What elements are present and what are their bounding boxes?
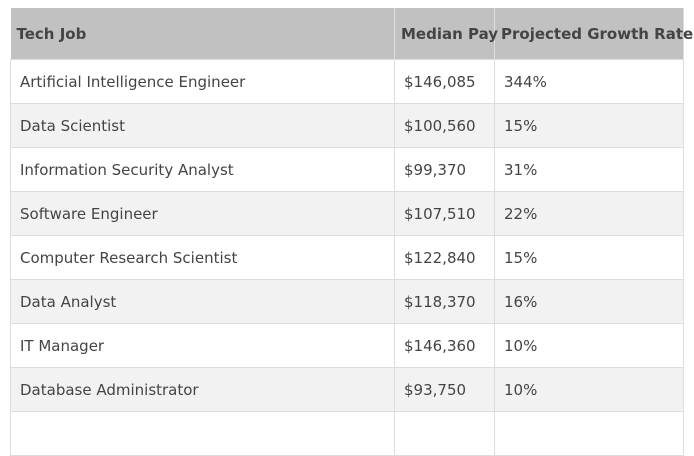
job-cell: Information Security Analyst: [10, 147, 395, 192]
pay-cell: $99,370: [394, 147, 495, 192]
table-row: Computer Research Scientist $122,840 15%: [10, 235, 684, 280]
table-row: [10, 411, 684, 456]
empty-cell: [494, 411, 684, 456]
table-row: Software Engineer $107,510 22%: [10, 191, 684, 236]
growth-cell: 16%: [494, 279, 684, 324]
growth-cell: 10%: [494, 323, 684, 368]
pay-cell: $93,750: [394, 367, 495, 412]
pay-cell: $146,085: [394, 59, 495, 104]
table-row: Artificial Intelligence Engineer $146,085…: [10, 59, 684, 104]
growth-cell: 22%: [494, 191, 684, 236]
pay-cell: $100,560: [394, 103, 495, 148]
header-median-pay: Median Pay: [394, 8, 498, 60]
tech-jobs-table: Tech Job Median Pay Projected Growth Rat…: [10, 8, 693, 456]
job-cell: IT Manager: [10, 323, 395, 368]
pay-cell: $107,510: [394, 191, 495, 236]
header-tech-job: Tech Job: [10, 8, 395, 60]
header-growth-rate: Projected Growth Rate: [494, 8, 693, 60]
pay-cell: $122,840: [394, 235, 495, 280]
header-row: Tech Job Median Pay Projected Growth Rat…: [10, 8, 693, 60]
pay-cell: $118,370: [394, 279, 495, 324]
job-cell: Artificial Intelligence Engineer: [10, 59, 395, 104]
growth-cell: 10%: [494, 367, 684, 412]
job-cell: Computer Research Scientist: [10, 235, 395, 280]
growth-cell: 15%: [494, 103, 684, 148]
empty-cell: [10, 411, 395, 456]
pay-cell: $146,360: [394, 323, 495, 368]
job-cell: Data Analyst: [10, 279, 395, 324]
table-row: IT Manager $146,360 10%: [10, 323, 684, 368]
growth-cell: 15%: [494, 235, 684, 280]
growth-cell: 31%: [494, 147, 684, 192]
job-cell: Database Administrator: [10, 367, 395, 412]
table-row: Data Analyst $118,370 16%: [10, 279, 684, 324]
growth-cell: 344%: [494, 59, 684, 104]
job-cell: Data Scientist: [10, 103, 395, 148]
job-cell: Software Engineer: [10, 191, 395, 236]
table-row: Data Scientist $100,560 15%: [10, 103, 684, 148]
table-row: Information Security Analyst $99,370 31%: [10, 147, 684, 192]
empty-cell: [394, 411, 495, 456]
table-row: Database Administrator $93,750 10%: [10, 367, 684, 412]
